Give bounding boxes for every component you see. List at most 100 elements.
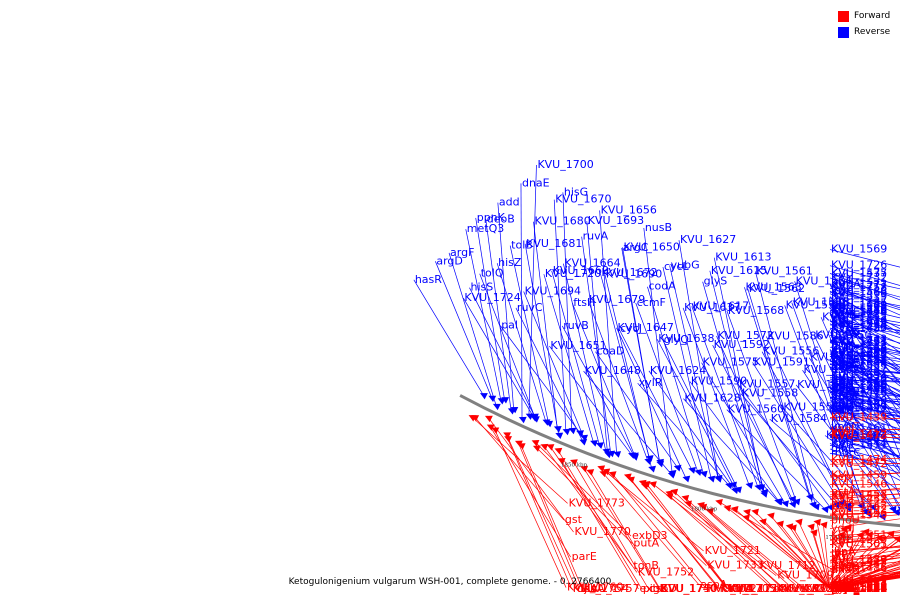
- reverse-feature-label: KVU_1664: [564, 257, 620, 270]
- forward-feature-label: KVU_1715: [831, 561, 887, 574]
- forward-feature-leader-line: [829, 555, 900, 561]
- reverse-feature-leader-line: [829, 290, 900, 334]
- reverse-feature-label: KVU_1504: [831, 429, 887, 442]
- forward-feature-leader-line: [494, 429, 567, 588]
- reverse-feature-label: KVU_1726: [831, 259, 887, 272]
- forward-feature-label: KVU_1597: [831, 582, 887, 595]
- forward-feature-leader-line: [572, 461, 649, 590]
- forward-feature-label: pyrD: [831, 582, 858, 595]
- reverse-feature-label: KVU_1761: [831, 334, 887, 347]
- reverse-feature-leader-line: [829, 360, 900, 423]
- forward-feature-label: parE: [572, 550, 597, 563]
- reverse-feature-label: KVU_1550: [815, 329, 871, 342]
- reverse-feature-label: KVU_1490: [831, 347, 887, 360]
- reverse-feature-leader-line: [618, 328, 692, 470]
- reverse-feature-label: KVU_1554: [796, 274, 852, 287]
- reverse-feature-arrow: [525, 413, 534, 420]
- forward-feature-label: KVU_1538: [831, 582, 887, 595]
- forward-feature-arrow: [491, 427, 500, 434]
- forward-feature-label: KVU_1505: [831, 538, 887, 551]
- forward-feature-label: KVU_1496: [831, 507, 887, 520]
- reverse-feature-label: KVU_1637: [684, 301, 740, 314]
- forward-feature-label: KVU_1641: [831, 582, 887, 595]
- reverse-feature-label: xylR: [639, 376, 663, 389]
- reverse-feature-leader-line: [829, 293, 900, 329]
- reverse-feature-leader-line: [829, 296, 900, 405]
- forward-feature-label: KVU_1709: [777, 569, 833, 582]
- forward-feature-label: lacA: [831, 577, 855, 590]
- forward-feature-label: KVU_1740: [660, 582, 716, 595]
- reverse-feature-label: metR: [831, 385, 861, 398]
- forward-feature-label: pstA: [831, 485, 856, 498]
- forward-feature-label: exbB: [639, 582, 667, 595]
- forward-feature-label: KVU_1612: [831, 582, 887, 595]
- forward-feature-arrow: [531, 439, 540, 447]
- forward-feature-arrow: [715, 498, 723, 506]
- reverse-feature-label: coaD: [596, 345, 624, 358]
- reverse-feature-arrow: [826, 504, 835, 512]
- forward-feature-label: KVU_1668: [831, 582, 887, 595]
- forward-feature-label: KVU_1688: [776, 582, 832, 595]
- forward-feature-label: KVU_1472: [831, 457, 887, 470]
- reverse-feature-label: uvrA: [831, 384, 857, 397]
- reverse-feature-label: KVU_1423: [831, 321, 887, 334]
- reverse-feature-leader-line: [515, 307, 583, 442]
- reverse-feature-label: KVU_1585: [793, 296, 849, 309]
- forward-feature-arrow: [810, 529, 818, 537]
- reverse-feature-arrow: [673, 464, 682, 472]
- reverse-feature-label: KVU_1573: [831, 346, 887, 359]
- reverse-feature-leader-line: [829, 397, 900, 418]
- forward-feature-leader-line: [726, 507, 831, 590]
- reverse-feature-leader-line: [682, 307, 750, 485]
- forward-feature-leader-line: [788, 525, 831, 590]
- forward-feature-leader-line: [829, 533, 891, 590]
- reverse-feature-arrow: [694, 469, 703, 476]
- forward-feature-arrow: [844, 524, 852, 532]
- forward-feature-label: KVU_1625: [831, 581, 887, 594]
- reverse-feature-label: KVU_1737: [831, 295, 887, 308]
- forward-feature-arrow: [742, 514, 750, 522]
- reverse-feature-label: KVU_1511: [831, 438, 887, 451]
- reverse-feature-leader-line: [829, 323, 900, 361]
- reverse-feature-label: hisS: [470, 281, 493, 294]
- forward-feature-arrow: [642, 480, 651, 488]
- forward-feature-label: KVU_1439: [831, 410, 887, 423]
- reverse-feature-label: KVU_1523: [831, 343, 887, 356]
- forward-feature-label: KVU_1620: [831, 582, 887, 595]
- genome-backbone: [459, 394, 900, 528]
- forward-feature-leader-line: [687, 502, 785, 590]
- forward-feature-arrow: [837, 531, 846, 539]
- reverse-feature-label: KVU_1584: [771, 412, 827, 425]
- reverse-feature-label: KVU_1443: [831, 375, 887, 388]
- forward-feature-label: KVU_1546: [831, 478, 887, 491]
- forward-feature-label: csbD: [650, 582, 677, 595]
- forward-feature-label: KVU_1718: [729, 582, 785, 595]
- reverse-feature-arrow: [861, 508, 870, 516]
- reverse-feature-label: KVU_1416: [831, 385, 887, 398]
- forward-feature-label: KVU_1754: [573, 582, 629, 595]
- reverse-feature-label: KVU_1553: [783, 401, 839, 414]
- reverse-feature-label: KVU_1449: [831, 299, 887, 312]
- forward-feature-arrow: [893, 536, 900, 543]
- reverse-feature-arrow: [688, 467, 696, 474]
- forward-feature-arrow: [776, 520, 784, 528]
- reverse-feature-leader-line: [463, 297, 534, 418]
- legend-forward: Forward: [838, 8, 890, 24]
- reverse-feature-label: glgX: [831, 399, 856, 412]
- forward-feature-arrow: [540, 443, 549, 451]
- reverse-feature-leader-line: [829, 428, 900, 440]
- reverse-feature-label: KVU_1548: [831, 306, 887, 319]
- reverse-feature-label: tolB: [511, 239, 533, 252]
- forward-feature-label: gst: [565, 513, 583, 526]
- reverse-feature-label: deoB: [487, 212, 515, 225]
- reverse-feature-label: KVU_1578: [822, 310, 878, 323]
- reverse-feature-label: KVU_1577: [831, 267, 887, 280]
- reverse-feature-arrow: [488, 395, 497, 403]
- forward-feature-label: KVU_1474: [831, 453, 887, 466]
- reverse-feature-leader-line: [562, 192, 573, 430]
- forward-feature-label: KVU_1614: [831, 582, 887, 595]
- reverse-feature-label: glyQ: [664, 333, 690, 346]
- forward-feature-label: nspC: [831, 582, 859, 595]
- reverse-feature-arrow: [857, 502, 865, 510]
